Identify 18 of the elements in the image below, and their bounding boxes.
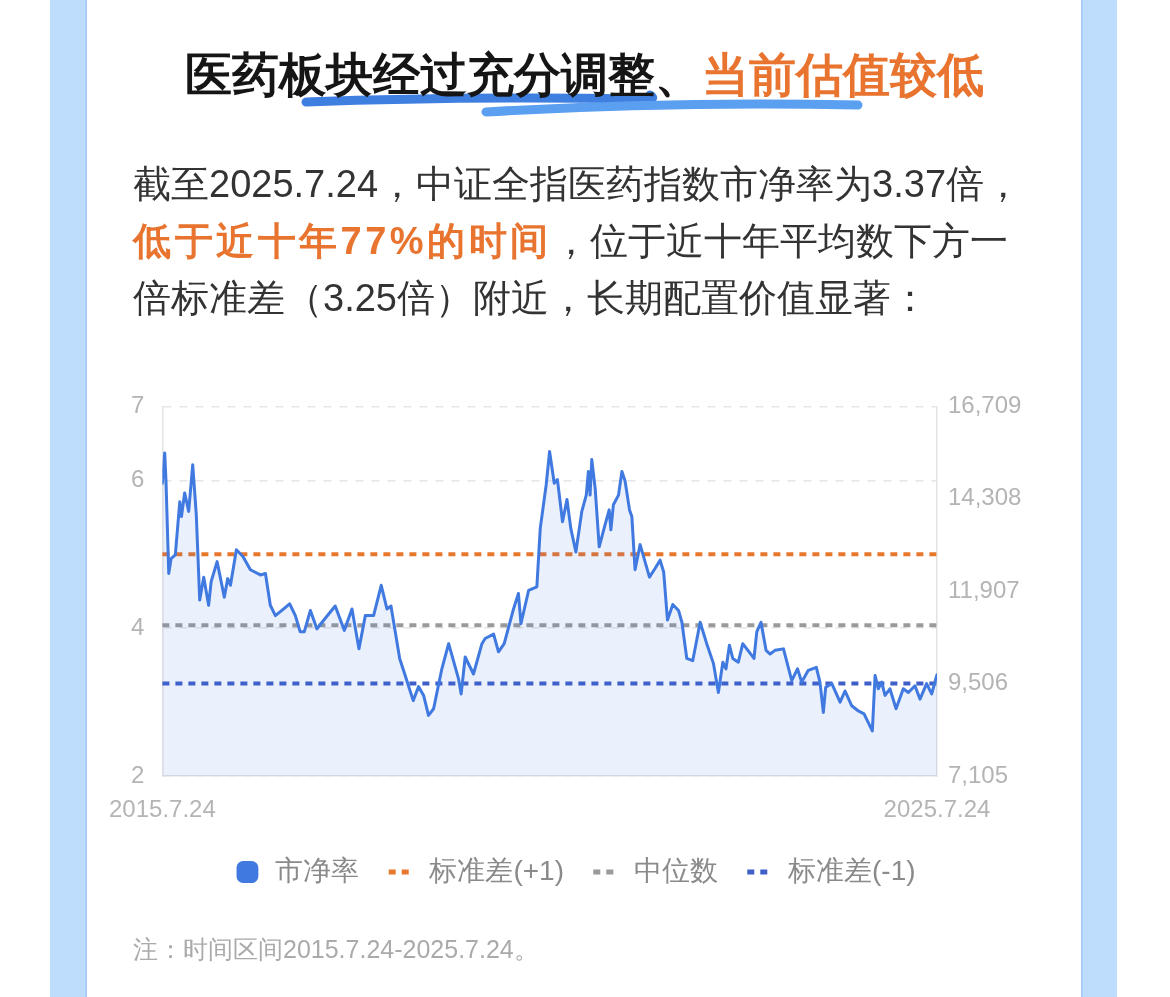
y2-tick-label: 7,105 — [948, 760, 1009, 788]
y2-tick-label: 11,907 — [948, 575, 1020, 603]
legend-label: 中位数 — [634, 854, 719, 886]
chart-title: 医药板块经过充分调整、当前估值较低 — [184, 48, 984, 101]
x-tick-label: 2025.7.24 — [883, 795, 991, 823]
y-tick-label: 7 — [131, 391, 145, 419]
legend-label: 标准差(+1) — [428, 854, 565, 886]
legend-label: 市净率 — [275, 854, 360, 886]
y-tick-label: 4 — [131, 612, 145, 640]
x-tick-label: 2015.7.24 — [108, 795, 216, 823]
y-tick-label: 2 — [131, 760, 145, 788]
legend-label: 标准差(-1) — [787, 854, 916, 886]
y2-tick-label: 14,308 — [948, 483, 1022, 511]
y2-tick-label: 16,709 — [948, 391, 1022, 419]
y2-tick-label: 9,506 — [948, 668, 1009, 696]
chart-subtitle: 截至2025.7.24，中证全指医药指数市净率为3.37倍，低于近十年77%的时间，位于近十年平均数下方一倍标准差（3.25倍）附近，长期配置价值显著： — [133, 163, 1023, 319]
text: 注：时间区间2015.7.24-2025.7.24。 — [133, 934, 540, 965]
y-tick-label: 6 — [131, 464, 145, 492]
